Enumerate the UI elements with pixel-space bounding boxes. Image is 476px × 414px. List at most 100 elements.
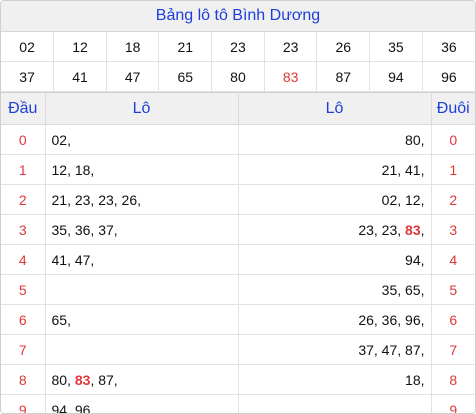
duoi-cell: 0 bbox=[431, 124, 475, 155]
header-lo-left: Lô bbox=[45, 92, 239, 125]
table-header-row: Đầu Lô Lô Đuôi bbox=[1, 92, 475, 125]
lo-text: 02, 12, bbox=[381, 191, 425, 208]
dau-cell: 9 bbox=[1, 394, 46, 413]
duoi-cell: 8 bbox=[431, 364, 475, 395]
header-dau: Đầu bbox=[1, 92, 46, 125]
table-row: 5 35, 65, 5 bbox=[1, 274, 475, 305]
table-row: 9 94, 96, 9 bbox=[1, 394, 475, 414]
header-duoi: Đuôi bbox=[431, 92, 475, 125]
lo-text: 18, bbox=[405, 371, 425, 388]
duoi-cell: 6 bbox=[431, 304, 475, 335]
number-cell: 36 bbox=[422, 32, 475, 62]
dau-cell: 6 bbox=[1, 304, 46, 335]
number-cell: 96 bbox=[422, 61, 475, 92]
table-row: 3 35, 36, 37, 23, 23, 83, 3 bbox=[1, 214, 475, 245]
number-cell: 18 bbox=[106, 32, 160, 62]
lo-text: 02, bbox=[51, 131, 71, 148]
lo-text: 26, 36, 96, bbox=[358, 311, 425, 328]
dau-cell: 7 bbox=[1, 334, 46, 365]
number-cell: 47 bbox=[106, 61, 160, 92]
lo-right-cell: 21, 41, bbox=[238, 154, 432, 185]
lo-right-cell: 02, 12, bbox=[238, 184, 432, 215]
number-cell: 23 bbox=[264, 32, 318, 62]
numbers-row: 37 41 47 65 80 83 87 94 96 bbox=[1, 61, 475, 92]
lo-left-cell: 94, 96, bbox=[45, 394, 239, 414]
lo-right-cell: 80, bbox=[238, 124, 432, 155]
number-cell: 23 bbox=[211, 32, 265, 62]
duoi-cell: 9 bbox=[449, 401, 458, 414]
duoi-cell: 7 bbox=[431, 334, 475, 365]
number-cell: 26 bbox=[316, 32, 371, 62]
lo-right-cell: 26, 36, 96, bbox=[238, 304, 432, 335]
number-cell: 02 bbox=[1, 32, 55, 62]
table-row: 6 65, 26, 36, 96, 6 bbox=[1, 304, 475, 335]
lo-text: 21, 41, bbox=[381, 161, 425, 178]
lo-text: 37, 47, 87, bbox=[358, 341, 425, 358]
dau-cell: 0 bbox=[1, 124, 46, 155]
number-cell: 35 bbox=[369, 32, 423, 62]
duoi-cell: 3 bbox=[431, 214, 475, 245]
numbers-row: 02 12 18 21 23 23 26 35 36 bbox=[1, 32, 475, 62]
lo-right-cell: 35, 65, bbox=[238, 274, 432, 305]
lo-left-cell: 80, 83, 87, bbox=[45, 364, 239, 395]
number-cell: 21 bbox=[158, 32, 213, 62]
dau-cell: 4 bbox=[1, 244, 46, 275]
lo-text: 94, bbox=[405, 251, 425, 268]
lo-text: 41, 47, bbox=[51, 251, 95, 268]
lo-text: 94, 96, bbox=[51, 401, 95, 414]
table-row: 2 21, 23, 23, 26, 02, 12, 2 bbox=[1, 184, 475, 215]
lo-right-cell: 23, 23, 83, bbox=[238, 214, 432, 245]
lo-text: 80, bbox=[405, 131, 425, 148]
header-lo-right: Lô bbox=[238, 92, 432, 125]
lo-right-cell: 94, bbox=[238, 244, 432, 275]
lo-text: 35, 65, bbox=[381, 281, 425, 298]
table-row: 7 37, 47, 87, 7 bbox=[1, 334, 475, 365]
dau-duoi-table: Đầu Lô Lô Đuôi 0 02, 80, 0 1 12, 18, 21, 41, 1 2… bbox=[1, 92, 475, 414]
number-cell: 41 bbox=[53, 61, 107, 92]
dau-cell: 1 bbox=[1, 154, 46, 185]
dau-cell: 3 bbox=[1, 214, 46, 245]
lo-left-cell bbox=[45, 334, 239, 365]
duoi-cell: 5 bbox=[431, 274, 475, 305]
lo-left-cell bbox=[45, 274, 239, 305]
number-cell: 12 bbox=[53, 32, 107, 62]
lo-left-cell: 65, bbox=[45, 304, 239, 335]
number-cell: 87 bbox=[316, 61, 371, 92]
lo-text: , bbox=[420, 221, 425, 238]
highlighted-number: 83 bbox=[74, 371, 91, 388]
table-row: 1 12, 18, 21, 41, 1 bbox=[1, 154, 475, 185]
lo-text: 12, 18, bbox=[51, 161, 95, 178]
lo-left-cell: 35, 36, 37, bbox=[45, 214, 239, 245]
highlighted-number: 83 bbox=[405, 221, 421, 238]
lo-text: 65, bbox=[51, 311, 71, 328]
lo-left-cell: 02, bbox=[45, 124, 239, 155]
number-cell: 37 bbox=[1, 61, 55, 92]
table-body: 0 02, 80, 0 1 12, 18, 21, 41, 1 2 21, 23, 23, 26,… bbox=[1, 124, 475, 414]
duoi-cell: 1 bbox=[431, 154, 475, 185]
number-cell: 83 bbox=[264, 61, 318, 92]
lo-text: 35, 36, 37, bbox=[51, 221, 118, 238]
dau-cell: 2 bbox=[1, 184, 46, 215]
table-row: 0 02, 80, 0 bbox=[1, 124, 475, 155]
lo-text: 80, bbox=[51, 371, 75, 388]
lo-right-cell: 37, 47, 87, bbox=[238, 334, 432, 365]
lo-text: , 87, bbox=[90, 371, 118, 388]
number-cell: 94 bbox=[369, 61, 423, 92]
dau-cell: 5 bbox=[1, 274, 46, 305]
lo-left-cell: 41, 47, bbox=[45, 244, 239, 275]
lo-right-cell bbox=[238, 394, 432, 413]
table-title: Bảng lô tô Bình Dương bbox=[1, 1, 475, 32]
numbers-grid: 02 12 18 21 23 23 26 35 36 37 41 47 65 80 83 87 94 96 bbox=[1, 32, 475, 92]
lo-left-cell: 21, 23, 23, 26, bbox=[45, 184, 239, 215]
dau-cell: 8 bbox=[1, 364, 46, 395]
duoi-cell: 2 bbox=[431, 184, 475, 215]
number-cell: 65 bbox=[158, 61, 213, 92]
table-row: 8 80, 83, 87, 18, 8 bbox=[1, 364, 475, 395]
lo-left-cell: 12, 18, bbox=[45, 154, 239, 185]
table-row: 4 41, 47, 94, 4 bbox=[1, 244, 475, 275]
lo-text: 23, 23, bbox=[358, 221, 406, 238]
number-cell: 80 bbox=[211, 61, 265, 92]
duoi-cell: 4 bbox=[431, 244, 475, 275]
lo-right-cell: 18, bbox=[238, 364, 432, 395]
